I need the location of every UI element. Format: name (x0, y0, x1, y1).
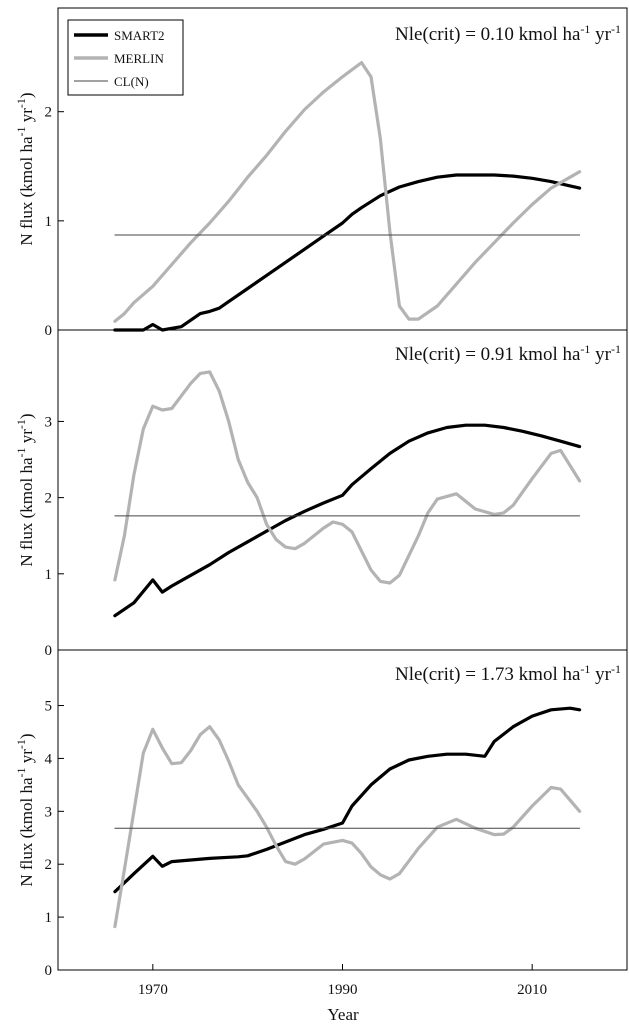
legend-label-merlin: MERLIN (114, 51, 164, 66)
panel-1: 0 1 2 Nle(crit) = 0.10 kmol ha-1 yr-1 N fl… (14, 7, 628, 339)
x-axis-title: Year (327, 1005, 359, 1024)
panel-3-series-smart2 (113, 706, 582, 894)
panel-2-ylabel: N flux (kmol ha-1 yr-1) (14, 413, 36, 566)
panel-3-ytick-label: 5 (45, 699, 53, 715)
panel-2-ytick-label: 1 (45, 567, 53, 583)
legend: SMART2 MERLIN CL(N) (67, 19, 184, 96)
panel-2-series-smart2 (113, 423, 582, 618)
panel-3-ytick-label: 1 (45, 910, 53, 926)
panel-3-title: Nle(crit) = 1.73 kmol ha-1 yr-1 (395, 662, 621, 685)
panel-3-ylabel: N flux (kmol ha-1 yr-1) (14, 733, 36, 886)
legend-label-cln: CL(N) (114, 74, 149, 89)
panel-1-ylabel: N flux (kmol ha-1 yr-1) (14, 92, 36, 245)
panel-2-ytick-label: 2 (45, 491, 53, 507)
panel-3-series (113, 706, 582, 929)
panel-1-series-smart2 (113, 173, 582, 332)
panel-2: 0 1 2 3 Nle(crit) = 0.91 kmol ha-1 yr-1 N f… (14, 329, 628, 659)
panel-3: 0 1 2 3 4 5 Nle(crit) = 1.73 kmol ha-1 yr-1 N… (14, 649, 628, 1024)
panel-1-axes: 0 1 2 (45, 105, 64, 339)
x-axis: 1970 1990 2010 (138, 964, 547, 998)
panel-1-ytick-label: 0 (45, 323, 53, 339)
panel-2-series (113, 370, 582, 618)
panel-3-axes: 0 1 2 3 4 5 (45, 699, 64, 979)
panel-2-frame (57, 329, 628, 651)
panel-3-ytick-label: 4 (45, 751, 53, 767)
panel-3-frame (57, 649, 628, 971)
panel-2-axes: 0 1 2 3 (45, 414, 64, 659)
panel-2-ytick-label: 3 (45, 414, 53, 430)
x-tick-label: 1970 (138, 982, 168, 998)
panel-1-ytick-label: 2 (45, 105, 53, 121)
panel-1-series (113, 60, 582, 332)
legend-label-smart2: SMART2 (114, 28, 165, 43)
panel-3-ytick-label: 0 (45, 963, 53, 979)
panel-3-ytick-label: 3 (45, 804, 53, 820)
x-tick-label: 1990 (328, 982, 358, 998)
panel-1-ytick-label: 1 (45, 214, 53, 230)
x-tick-label: 2010 (517, 982, 547, 998)
panel-1-title: Nle(crit) = 0.10 kmol ha-1 yr-1 (395, 22, 621, 45)
panel-2-title: Nle(crit) = 0.91 kmol ha-1 yr-1 (395, 342, 621, 365)
panel-3-series-merlin (113, 725, 582, 929)
panel-2-series-merlin (113, 370, 582, 585)
panel-1-series-merlin (113, 60, 582, 323)
panel-3-ytick-label: 2 (45, 857, 53, 873)
panel-2-ytick-label: 0 (45, 643, 53, 659)
